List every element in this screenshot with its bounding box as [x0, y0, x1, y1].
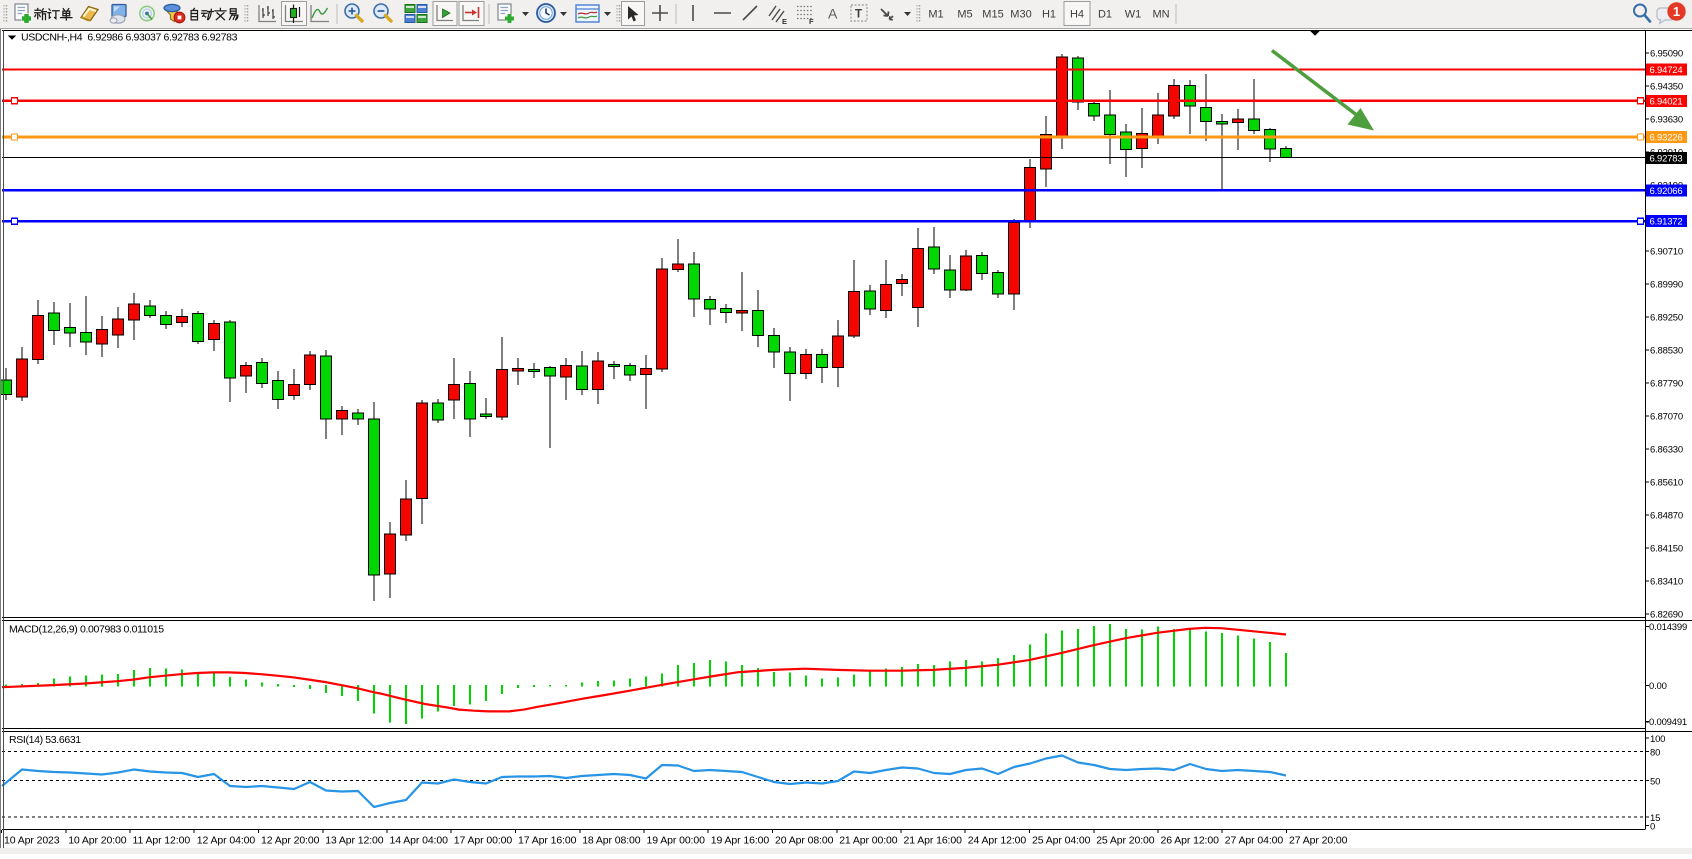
svg-text:50: 50 [1650, 777, 1660, 788]
svg-text:6.82690: 6.82690 [1650, 609, 1683, 620]
svg-text:0.00: 0.00 [1649, 681, 1667, 692]
svg-text:MN: MN [1152, 9, 1169, 21]
svg-text:11 Apr 12:00: 11 Apr 12:00 [133, 835, 191, 847]
svg-text:M30: M30 [1010, 9, 1031, 21]
svg-text:6.87790: 6.87790 [1650, 378, 1683, 389]
svg-text:25 Apr 20:00: 25 Apr 20:00 [1096, 835, 1155, 847]
svg-text:6.89990: 6.89990 [1650, 279, 1683, 290]
svg-text:27 Apr 04:00: 27 Apr 04:00 [1225, 835, 1284, 847]
svg-text:W1: W1 [1125, 9, 1142, 21]
svg-text:MACD(12,26,9) 0.007983 0.01101: MACD(12,26,9) 0.007983 0.011015 [9, 624, 164, 636]
svg-text:10 Apr 20:00: 10 Apr 20:00 [68, 835, 127, 847]
svg-text:6.85610: 6.85610 [1650, 477, 1683, 488]
svg-text:20 Apr 08:00: 20 Apr 08:00 [775, 835, 834, 847]
svg-text:T: T [855, 9, 862, 21]
svg-text:6.94724: 6.94724 [1650, 65, 1683, 76]
svg-text:1: 1 [1673, 4, 1680, 19]
svg-text:M15: M15 [982, 9, 1003, 21]
svg-text:H1: H1 [1042, 9, 1056, 21]
svg-text:6.94021: 6.94021 [1650, 96, 1683, 107]
svg-text:6.89250: 6.89250 [1650, 312, 1683, 323]
svg-text:24 Apr 12:00: 24 Apr 12:00 [968, 835, 1027, 847]
svg-text:6.91372: 6.91372 [1650, 217, 1683, 228]
svg-text:21 Apr 16:00: 21 Apr 16:00 [904, 835, 963, 847]
svg-text:18 Apr 08:00: 18 Apr 08:00 [582, 835, 641, 847]
svg-text:6.87070: 6.87070 [1650, 411, 1683, 422]
svg-text:USDCNH-,H4 6.92986 6.93037 6.: USDCNH-,H4 6.92986 6.93037 6.92783 6.927… [21, 32, 238, 44]
svg-text:17 Apr 00:00: 17 Apr 00:00 [454, 835, 513, 847]
svg-text:6.86330: 6.86330 [1650, 444, 1683, 455]
svg-text:6.93226: 6.93226 [1650, 133, 1683, 144]
svg-text:0: 0 [1650, 822, 1655, 833]
svg-text:27 Apr 20:00: 27 Apr 20:00 [1289, 835, 1348, 847]
svg-text:6.84870: 6.84870 [1650, 510, 1683, 521]
svg-text:F: F [809, 17, 814, 26]
svg-text:RSI(14) 53.6631: RSI(14) 53.6631 [9, 734, 81, 746]
svg-text:6.90710: 6.90710 [1650, 246, 1683, 257]
svg-text:H4: H4 [1070, 9, 1084, 21]
svg-text:10 Apr 2023: 10 Apr 2023 [4, 835, 60, 847]
svg-text:100: 100 [1650, 734, 1665, 745]
svg-text:M1: M1 [928, 9, 943, 21]
svg-text:6.83410: 6.83410 [1650, 576, 1683, 587]
svg-text:6.88530: 6.88530 [1650, 345, 1683, 356]
svg-text:6.84150: 6.84150 [1650, 543, 1683, 554]
svg-text:21 Apr 00:00: 21 Apr 00:00 [839, 835, 898, 847]
svg-text:15: 15 [1650, 813, 1660, 824]
svg-text:D1: D1 [1098, 9, 1112, 21]
svg-text:80: 80 [1650, 748, 1660, 759]
svg-text:14 Apr 04:00: 14 Apr 04:00 [390, 835, 449, 847]
svg-text:25 Apr 04:00: 25 Apr 04:00 [1032, 835, 1091, 847]
svg-text:0.014399: 0.014399 [1649, 622, 1687, 633]
svg-text:6.94350: 6.94350 [1650, 81, 1683, 92]
svg-text:17 Apr 16:00: 17 Apr 16:00 [518, 835, 577, 847]
svg-text:6.95090: 6.95090 [1650, 48, 1683, 59]
svg-text:A: A [828, 6, 838, 22]
svg-text:6.92066: 6.92066 [1650, 186, 1683, 197]
svg-text:19 Apr 00:00: 19 Apr 00:00 [647, 835, 706, 847]
svg-text:26 Apr 12:00: 26 Apr 12:00 [1161, 835, 1220, 847]
svg-text:19 Apr 16:00: 19 Apr 16:00 [711, 835, 770, 847]
svg-text:13 Apr 12:00: 13 Apr 12:00 [325, 835, 384, 847]
svg-text:12 Apr 04:00: 12 Apr 04:00 [197, 835, 256, 847]
svg-text:E: E [782, 17, 787, 26]
svg-text:6.92783: 6.92783 [1650, 153, 1683, 164]
svg-text:12 Apr 20:00: 12 Apr 20:00 [261, 835, 320, 847]
svg-text:-0.009491: -0.009491 [1646, 717, 1687, 728]
svg-text:6.93630: 6.93630 [1650, 114, 1683, 125]
svg-text:M5: M5 [957, 9, 972, 21]
